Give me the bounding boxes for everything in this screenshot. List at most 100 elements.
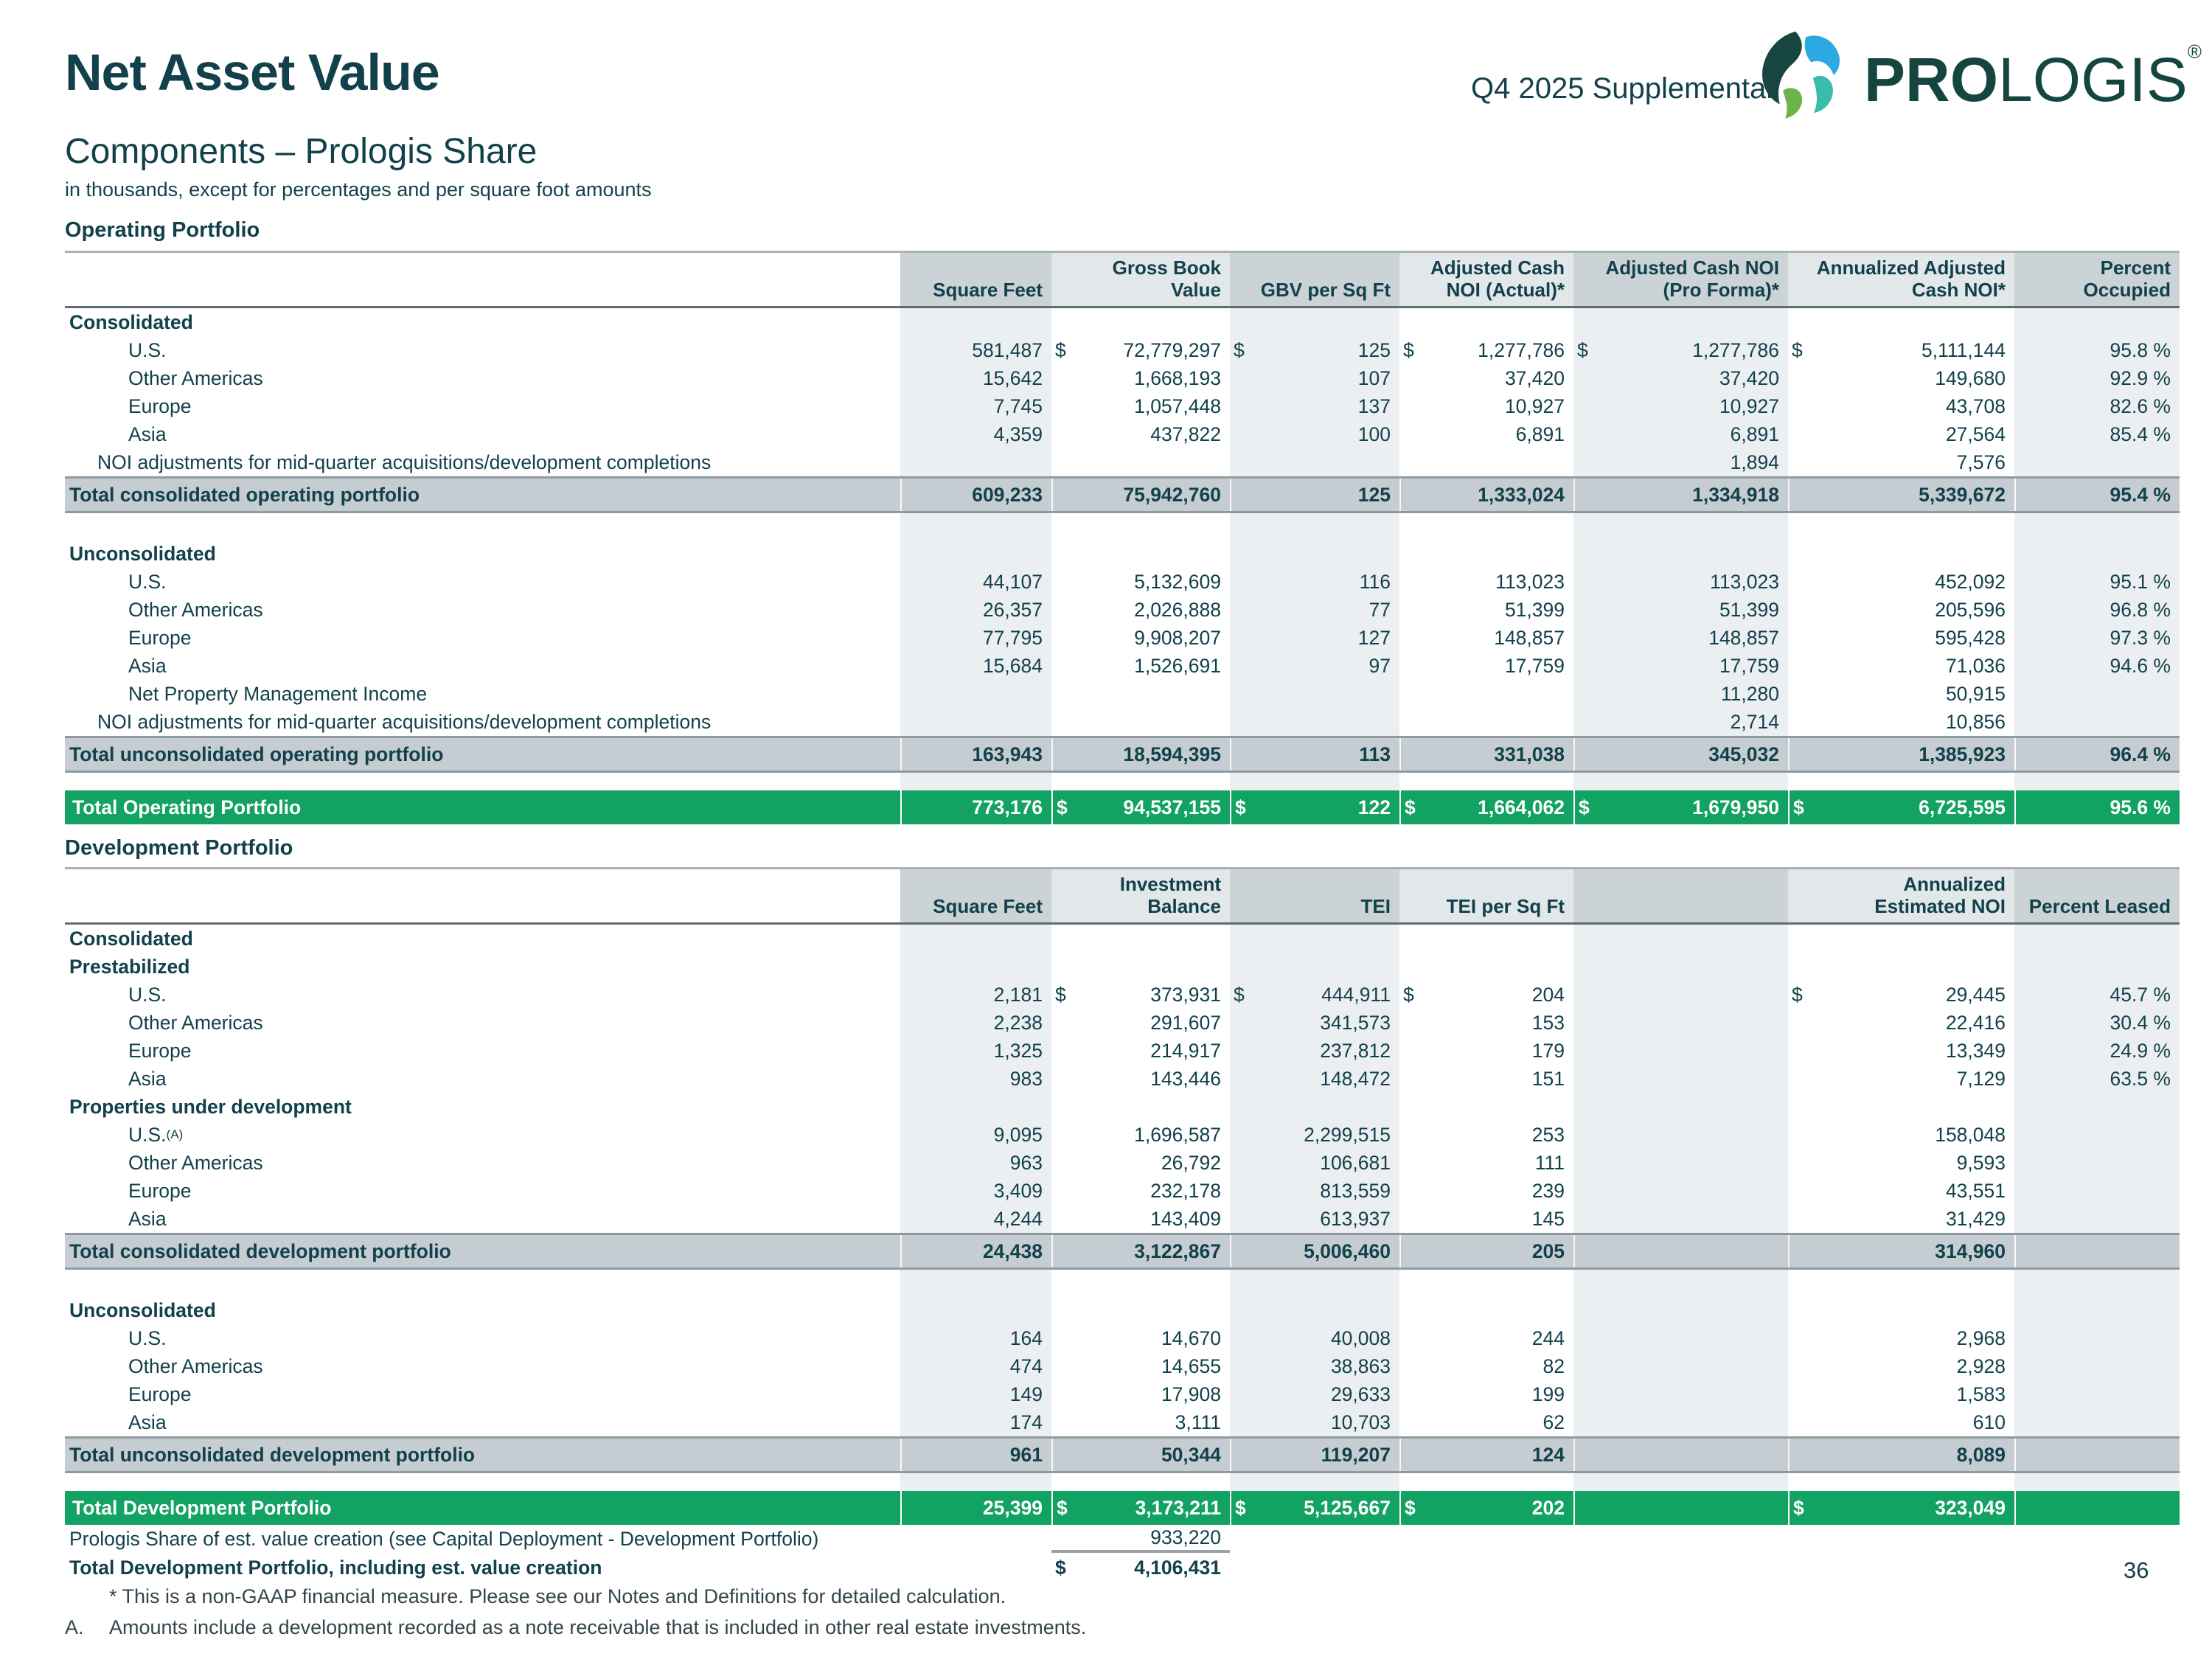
value-cell: 581,487 — [900, 336, 1051, 364]
header-column-stripe — [1399, 253, 1573, 306]
cell-value: 205,596 — [1935, 598, 2006, 621]
value-cell: $444,911 — [1230, 981, 1399, 1009]
row-label: Asia — [65, 420, 900, 448]
value-cell — [1573, 1149, 1788, 1177]
cell-value: 3,173,211 — [1135, 1496, 1221, 1519]
cell-value: 113,023 — [1710, 570, 1779, 593]
table-row: Total Development Portfolio 25,399 $3,173,… — [65, 1491, 2180, 1525]
cell-value: 10,927 — [1719, 394, 1779, 417]
column-header-line: Adjusted Cash NOI — [1605, 257, 1779, 279]
cell-value: 9,593 — [1956, 1151, 2006, 1174]
row-label: Europe — [65, 624, 900, 652]
cell-value: 75,942,760 — [1123, 483, 1221, 506]
value-cell: 137 — [1230, 392, 1399, 420]
table-row: U.S. 44,107 5,132,609 116 113,023 113,023 452,… — [65, 568, 2180, 596]
value-cell: 10,927 — [1399, 392, 1573, 420]
row-label-text: U.S. — [128, 983, 167, 1006]
value-cell: 111 — [1399, 1149, 1573, 1177]
row-label: U.S. — [65, 981, 900, 1009]
value-cell: 106,681 — [1230, 1149, 1399, 1177]
value-cell: 1,583 — [1788, 1380, 2014, 1408]
row-label-text: Europe — [128, 1039, 192, 1062]
row-label-text: Asia — [128, 654, 167, 677]
value-cell — [1230, 1525, 1399, 1553]
row-label-text: Prologis Share of est. value creation (s… — [69, 1527, 819, 1550]
table-row: NOI adjustments for mid-quarter acquisit… — [65, 448, 2180, 476]
value-cell: 26,792 — [1051, 1149, 1230, 1177]
value-cell: 37,420 — [1573, 364, 1788, 392]
value-cell: 6,891 — [1573, 420, 1788, 448]
value-cell: 113 — [1230, 738, 1399, 771]
cell-value: 50,915 — [1945, 682, 2006, 705]
value-cell — [2014, 1439, 2180, 1471]
header-column-stripe — [2014, 869, 2180, 922]
cell-value: 82.6 % — [2110, 394, 2171, 417]
value-cell: 7,745 — [900, 392, 1051, 420]
value-cell — [1573, 1439, 1788, 1471]
cell-value: 116 — [1359, 570, 1391, 593]
table-row: Asia 4,359 437,822 100 6,891 6,891 27,564 85.4 … — [65, 420, 2180, 448]
cell-value: 43,551 — [1945, 1179, 2006, 1202]
cell-value: 37,420 — [1719, 366, 1779, 389]
value-cell: 26,357 — [900, 596, 1051, 624]
cell-value: 174 — [1009, 1411, 1043, 1433]
table-row: Total consolidated development portfolio… — [65, 1233, 2180, 1270]
cell-value: 983 — [1009, 1067, 1043, 1090]
cell-value: 214,917 — [1150, 1039, 1221, 1062]
row-label: NOI adjustments for mid-quarter acquisit… — [65, 448, 900, 476]
value-cell: 13,349 — [1788, 1037, 2014, 1065]
column-header-line: Gross Book — [1112, 257, 1221, 279]
cell-value: 85.4 % — [2110, 422, 2171, 445]
value-cell: 1,057,448 — [1051, 392, 1230, 420]
cell-value: 77,795 — [982, 626, 1043, 649]
cell-value: 95.6 % — [2110, 796, 2171, 818]
row-label-text: Europe — [128, 626, 192, 649]
column-header: TEI per Sq Ft — [1399, 869, 1573, 922]
cell-value: 14,670 — [1161, 1326, 1221, 1349]
cell-value: 62 — [1543, 1411, 1565, 1433]
value-cell: 314,960 — [1788, 1235, 2014, 1267]
cell-value: 29,445 — [1945, 983, 2006, 1006]
value-cell — [1573, 1408, 1788, 1436]
cell-value: 119,207 — [1321, 1443, 1391, 1466]
cell-value: 314,960 — [1935, 1239, 2006, 1262]
row-label: Europe — [65, 1177, 900, 1205]
cell-value: 232,178 — [1150, 1179, 1221, 1202]
value-cell: 237,812 — [1230, 1037, 1399, 1065]
value-cell — [900, 448, 1051, 476]
cell-value: 149,680 — [1935, 366, 2006, 389]
value-cell: 437,822 — [1051, 420, 1230, 448]
column-header: Investment Balance — [1051, 869, 1230, 922]
value-cell — [2014, 1380, 2180, 1408]
cell-value: 4,106,431 — [1134, 1556, 1221, 1579]
value-cell: 163,943 — [900, 738, 1051, 771]
row-label: Europe — [65, 1380, 900, 1408]
cell-value: 3,409 — [993, 1179, 1043, 1202]
row-label: U.S. — [65, 1324, 900, 1352]
supplemental-label: Q4 2025 Supplemental — [1471, 72, 1773, 105]
cell-value: 933,220 — [1150, 1526, 1221, 1548]
value-cell: 63.5 % — [2014, 1065, 2180, 1093]
value-cell: 25,399 — [900, 1491, 1051, 1525]
value-cell — [900, 1525, 1051, 1553]
value-cell: 7,576 — [1788, 448, 2014, 476]
value-cell — [2014, 1149, 2180, 1177]
cell-value: 1,277,786 — [1478, 338, 1565, 361]
cell-value: 323,049 — [1935, 1496, 2006, 1519]
value-cell: 4,359 — [900, 420, 1051, 448]
value-cell: 24.9 % — [2014, 1037, 2180, 1065]
row-label: Asia — [65, 1065, 900, 1093]
cell-value: 148,857 — [1494, 626, 1565, 649]
table-row: Asia 4,244 143,409 613,937 145 31,429 — [65, 1205, 2180, 1233]
column-header: Square Feet — [900, 869, 1051, 922]
row-label: Asia — [65, 1205, 900, 1233]
row-label-text: Total unconsolidated development portfol… — [69, 1443, 476, 1466]
row-label: Asia — [65, 652, 900, 680]
value-cell: $5,125,667 — [1230, 1491, 1399, 1525]
row-label: Unconsolidated — [65, 1296, 900, 1324]
column-header: Adjusted Cash NOI (Pro Forma)* — [1573, 253, 1788, 306]
column-header: Percent Leased — [2014, 869, 2180, 922]
value-cell: $323,049 — [1788, 1491, 2014, 1525]
row-label: U.S. — [65, 336, 900, 364]
value-cell — [1230, 448, 1399, 476]
